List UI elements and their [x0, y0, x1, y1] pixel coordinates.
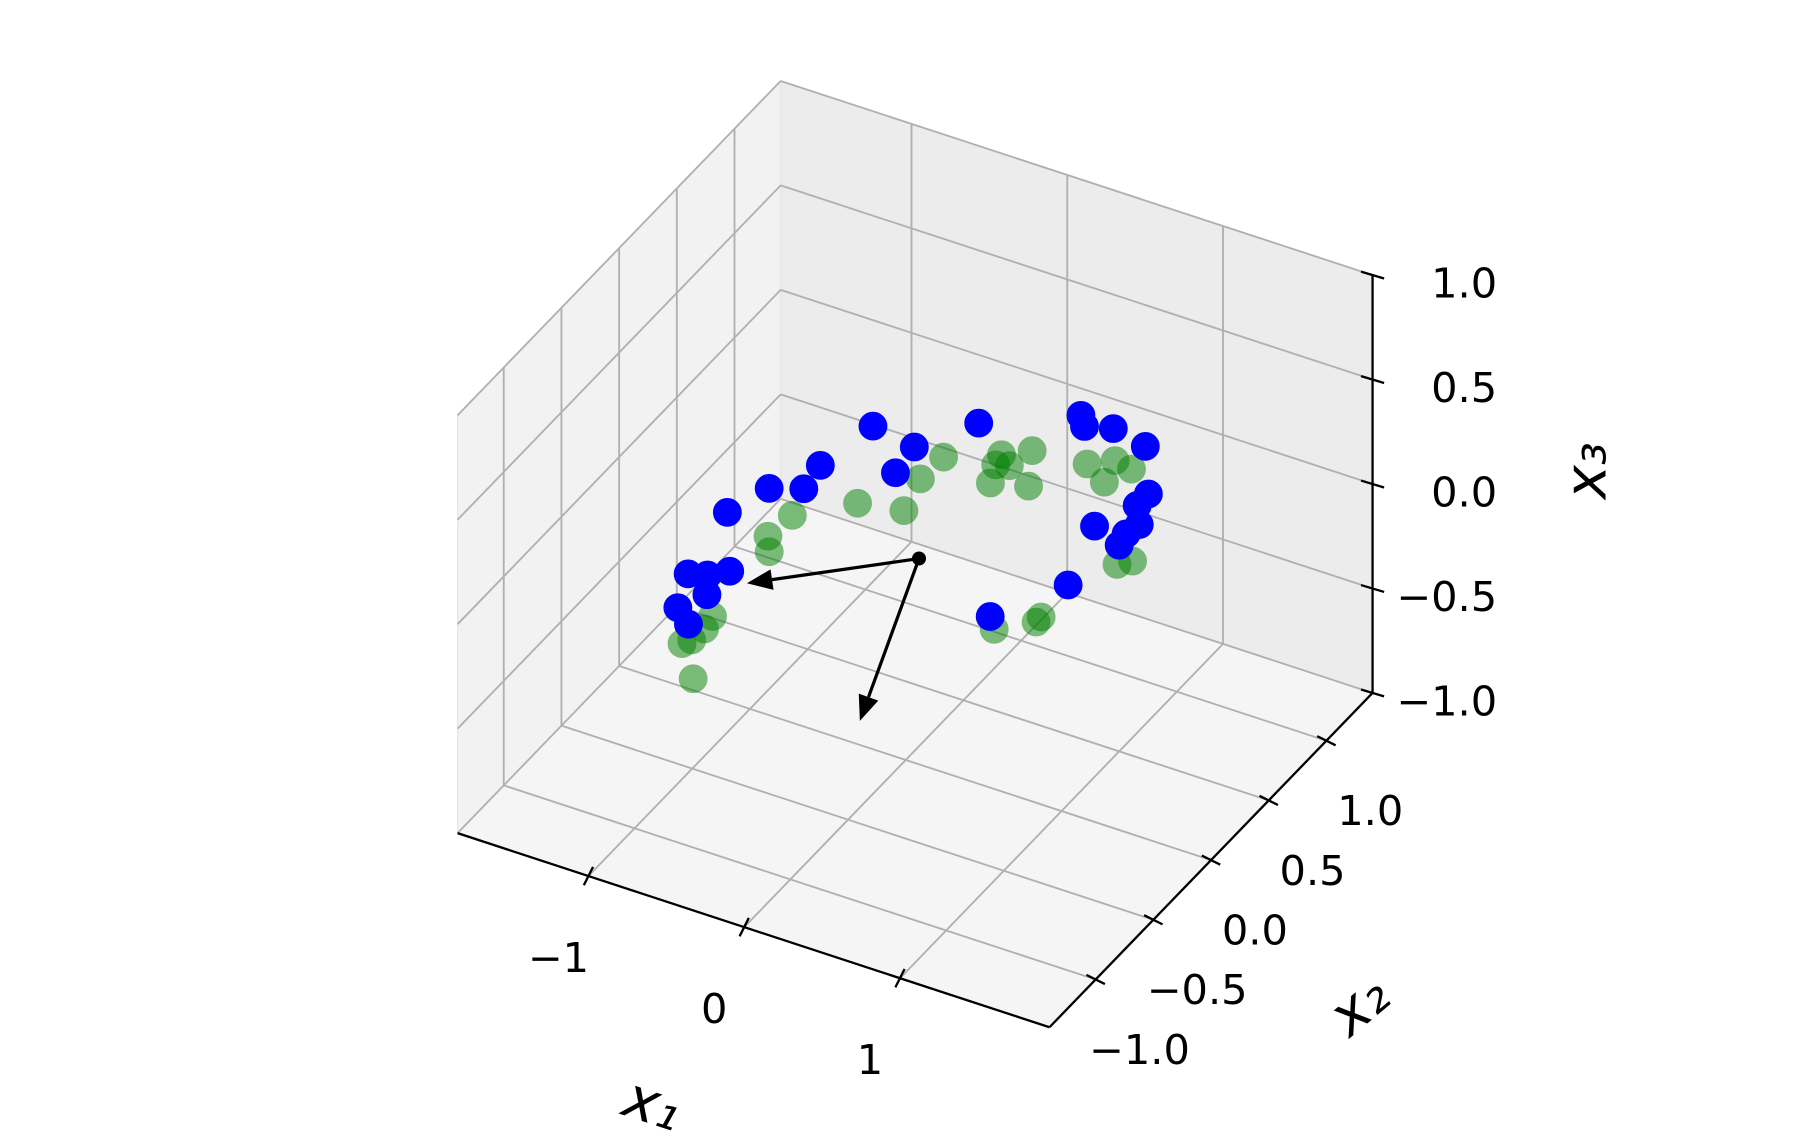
z-tick: [1360, 688, 1385, 698]
grid-line: [780, 184, 1373, 381]
x-tick-label: −1: [528, 934, 589, 982]
point: [754, 537, 784, 567]
x-axis-line: [457, 832, 1050, 1029]
point: [905, 464, 935, 494]
y-axis-label: x₂: [1314, 961, 1403, 1050]
point: [889, 496, 919, 525]
arrow-shaft: [771, 556, 920, 582]
z-tick: [1360, 375, 1385, 385]
y-tick: [1201, 854, 1221, 866]
point: [1080, 511, 1109, 541]
point: [712, 498, 742, 527]
z-tick-label: −0.5: [1396, 573, 1497, 621]
x-tick-label: 1: [857, 1036, 883, 1084]
x-tick: [738, 917, 750, 937]
point: [1072, 449, 1102, 479]
x-tick: [894, 968, 906, 988]
point: [754, 474, 784, 503]
arrow-shaft: [867, 557, 921, 698]
point: [843, 488, 872, 518]
y-tick: [1143, 914, 1164, 926]
z-axis-label: x₃: [1552, 442, 1619, 501]
grid-line: [780, 80, 1373, 276]
grid-line: [456, 393, 782, 730]
point: [1130, 432, 1160, 461]
point: [1104, 530, 1134, 560]
x-tick: [582, 866, 595, 886]
y-tick: [1316, 735, 1337, 747]
point: [1089, 467, 1119, 497]
point: [1070, 412, 1099, 441]
arrow-origin: [912, 551, 926, 566]
point: [1053, 570, 1083, 600]
y-tick: [1258, 794, 1279, 807]
grid-line: [456, 184, 782, 521]
grid-line: [456, 289, 782, 625]
point: [678, 664, 708, 694]
point: [789, 474, 819, 504]
z-tick: [1360, 270, 1385, 280]
grid-line: [503, 784, 1096, 981]
y-tick-label: −0.5: [1147, 966, 1248, 1014]
z-tick-label: −1.0: [1396, 678, 1497, 726]
grid-line: [561, 724, 1154, 921]
point: [805, 451, 835, 480]
y-tick: [1085, 973, 1106, 986]
z-tick-label: 0.5: [1431, 364, 1497, 412]
point: [1021, 607, 1051, 637]
point: [1014, 471, 1043, 501]
point: [994, 451, 1024, 481]
grid-line: [456, 498, 782, 834]
grid-line: [780, 289, 1373, 485]
z-tick: [1360, 583, 1385, 594]
point: [1017, 436, 1047, 465]
point: [1117, 454, 1146, 484]
arrow-head: [746, 569, 774, 590]
point: [692, 580, 722, 610]
y-tick-label: −1.0: [1089, 1026, 1190, 1074]
point: [975, 468, 1005, 498]
z-tick: [1360, 479, 1385, 489]
grid-line: [734, 545, 1327, 742]
point: [881, 458, 910, 488]
point: [964, 408, 994, 438]
plot-area: −1 0 1 −1.0 −0.5 0.0 0.5 1.0 −1.0 −0.5 0.0 0.5 1.0 x₁…: [456, 79, 1620, 1140]
z-tick-label: 0.0: [1431, 469, 1497, 517]
grid-line: [676, 605, 1270, 802]
x-axis-label: x₁: [614, 1063, 691, 1140]
grid-line: [456, 80, 782, 416]
point: [1098, 414, 1128, 443]
y-tick-label: 0.5: [1280, 847, 1346, 895]
grid-line: [618, 665, 1212, 861]
point: [777, 501, 807, 530]
x-tick-label: 0: [701, 985, 727, 1033]
point: [674, 609, 703, 639]
point: [715, 556, 745, 586]
z-tick-label: 1.0: [1431, 260, 1497, 308]
y-tick-label: 0.0: [1222, 907, 1288, 955]
y-tick-label: 1.0: [1337, 787, 1403, 835]
point: [929, 442, 959, 472]
point: [975, 602, 1005, 631]
point: [899, 432, 929, 462]
arrow-head: [858, 693, 879, 721]
point: [858, 411, 888, 441]
